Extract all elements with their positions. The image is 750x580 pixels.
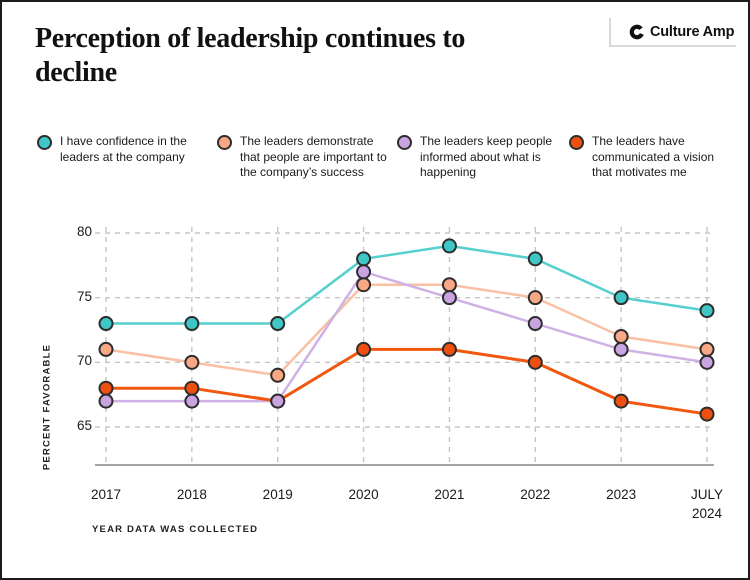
legend-label: The leaders have communicated a vision t… xyxy=(592,134,715,179)
data-point-series-0 xyxy=(270,316,286,332)
data-point-series-0 xyxy=(98,316,114,332)
legend-item-0: I have confidence in the leaders at the … xyxy=(37,134,217,181)
data-point-series-2 xyxy=(699,354,715,370)
legend-swatch-icon xyxy=(397,135,412,150)
data-point-series-3 xyxy=(441,341,457,357)
data-point-series-1 xyxy=(527,290,543,306)
data-point-series-3 xyxy=(98,380,114,396)
data-point-series-1 xyxy=(98,341,114,357)
data-point-series-1 xyxy=(356,277,372,293)
data-point-series-1 xyxy=(613,328,629,344)
data-point-series-2 xyxy=(270,393,286,409)
data-point-series-2 xyxy=(527,316,543,332)
data-point-series-0 xyxy=(613,290,629,306)
data-point-series-2 xyxy=(613,341,629,357)
x-tick-label: 2023 xyxy=(606,487,637,502)
data-point-series-0 xyxy=(699,303,715,319)
data-point-series-2 xyxy=(98,393,114,409)
culture-amp-c-icon xyxy=(629,24,645,40)
legend-item-2: The leaders keep people informed about w… xyxy=(397,134,569,181)
legend-item-3: The leaders have communicated a vision t… xyxy=(569,134,724,181)
data-point-series-1 xyxy=(441,277,457,293)
x-tick-label: 2021 xyxy=(434,487,465,502)
chart-legend: I have confidence in the leaders at the … xyxy=(37,134,724,181)
y-tick-label: 65 xyxy=(76,418,92,433)
series-line-2 xyxy=(106,270,708,403)
data-point-series-0 xyxy=(441,238,457,254)
data-point-series-3 xyxy=(699,406,715,422)
x-tick-label: JULY 2024 xyxy=(690,487,724,521)
x-axis-title: YEAR DATA WAS COLLECTED xyxy=(92,524,259,535)
legend-label: The leaders keep people informed about w… xyxy=(420,134,553,179)
legend-swatch-icon xyxy=(37,135,52,150)
data-point-series-2 xyxy=(441,290,457,306)
data-point-series-1 xyxy=(184,354,200,370)
logo-text: Culture Amp xyxy=(650,23,735,40)
data-point-series-3 xyxy=(527,354,543,370)
culture-amp-logo: Culture Amp xyxy=(609,18,736,47)
series-line-0 xyxy=(106,244,708,325)
legend-swatch-icon xyxy=(217,135,232,150)
page-title: Perception of leadership continues to de… xyxy=(35,23,466,88)
data-point-series-1 xyxy=(699,341,715,357)
x-tick-label: 2019 xyxy=(262,487,293,502)
y-axis-title: PERCENT FAVORABLE xyxy=(41,343,53,471)
data-point-series-2 xyxy=(184,393,200,409)
x-tick-label: 2018 xyxy=(176,487,207,502)
legend-label: The leaders demonstrate that people are … xyxy=(240,134,387,179)
y-tick-label: 80 xyxy=(76,224,92,239)
data-point-series-0 xyxy=(527,251,543,267)
data-point-series-1 xyxy=(270,367,286,383)
legend-label: I have confidence in the leaders at the … xyxy=(60,134,187,164)
series-line-3 xyxy=(106,347,708,416)
legend-swatch-icon xyxy=(569,135,584,150)
data-point-series-2 xyxy=(356,264,372,280)
x-tick-label: 2017 xyxy=(90,487,122,502)
data-point-series-0 xyxy=(356,251,372,267)
data-point-series-3 xyxy=(184,380,200,396)
legend-item-1: The leaders demonstrate that people are … xyxy=(217,134,397,181)
data-point-series-0 xyxy=(184,316,200,332)
y-tick-label: 70 xyxy=(76,353,92,369)
x-tick-label: 2022 xyxy=(520,487,551,502)
x-tick-label: 2020 xyxy=(348,487,379,502)
data-point-series-3 xyxy=(356,341,372,357)
y-tick-label: 75 xyxy=(76,288,92,304)
data-point-series-3 xyxy=(613,393,629,409)
